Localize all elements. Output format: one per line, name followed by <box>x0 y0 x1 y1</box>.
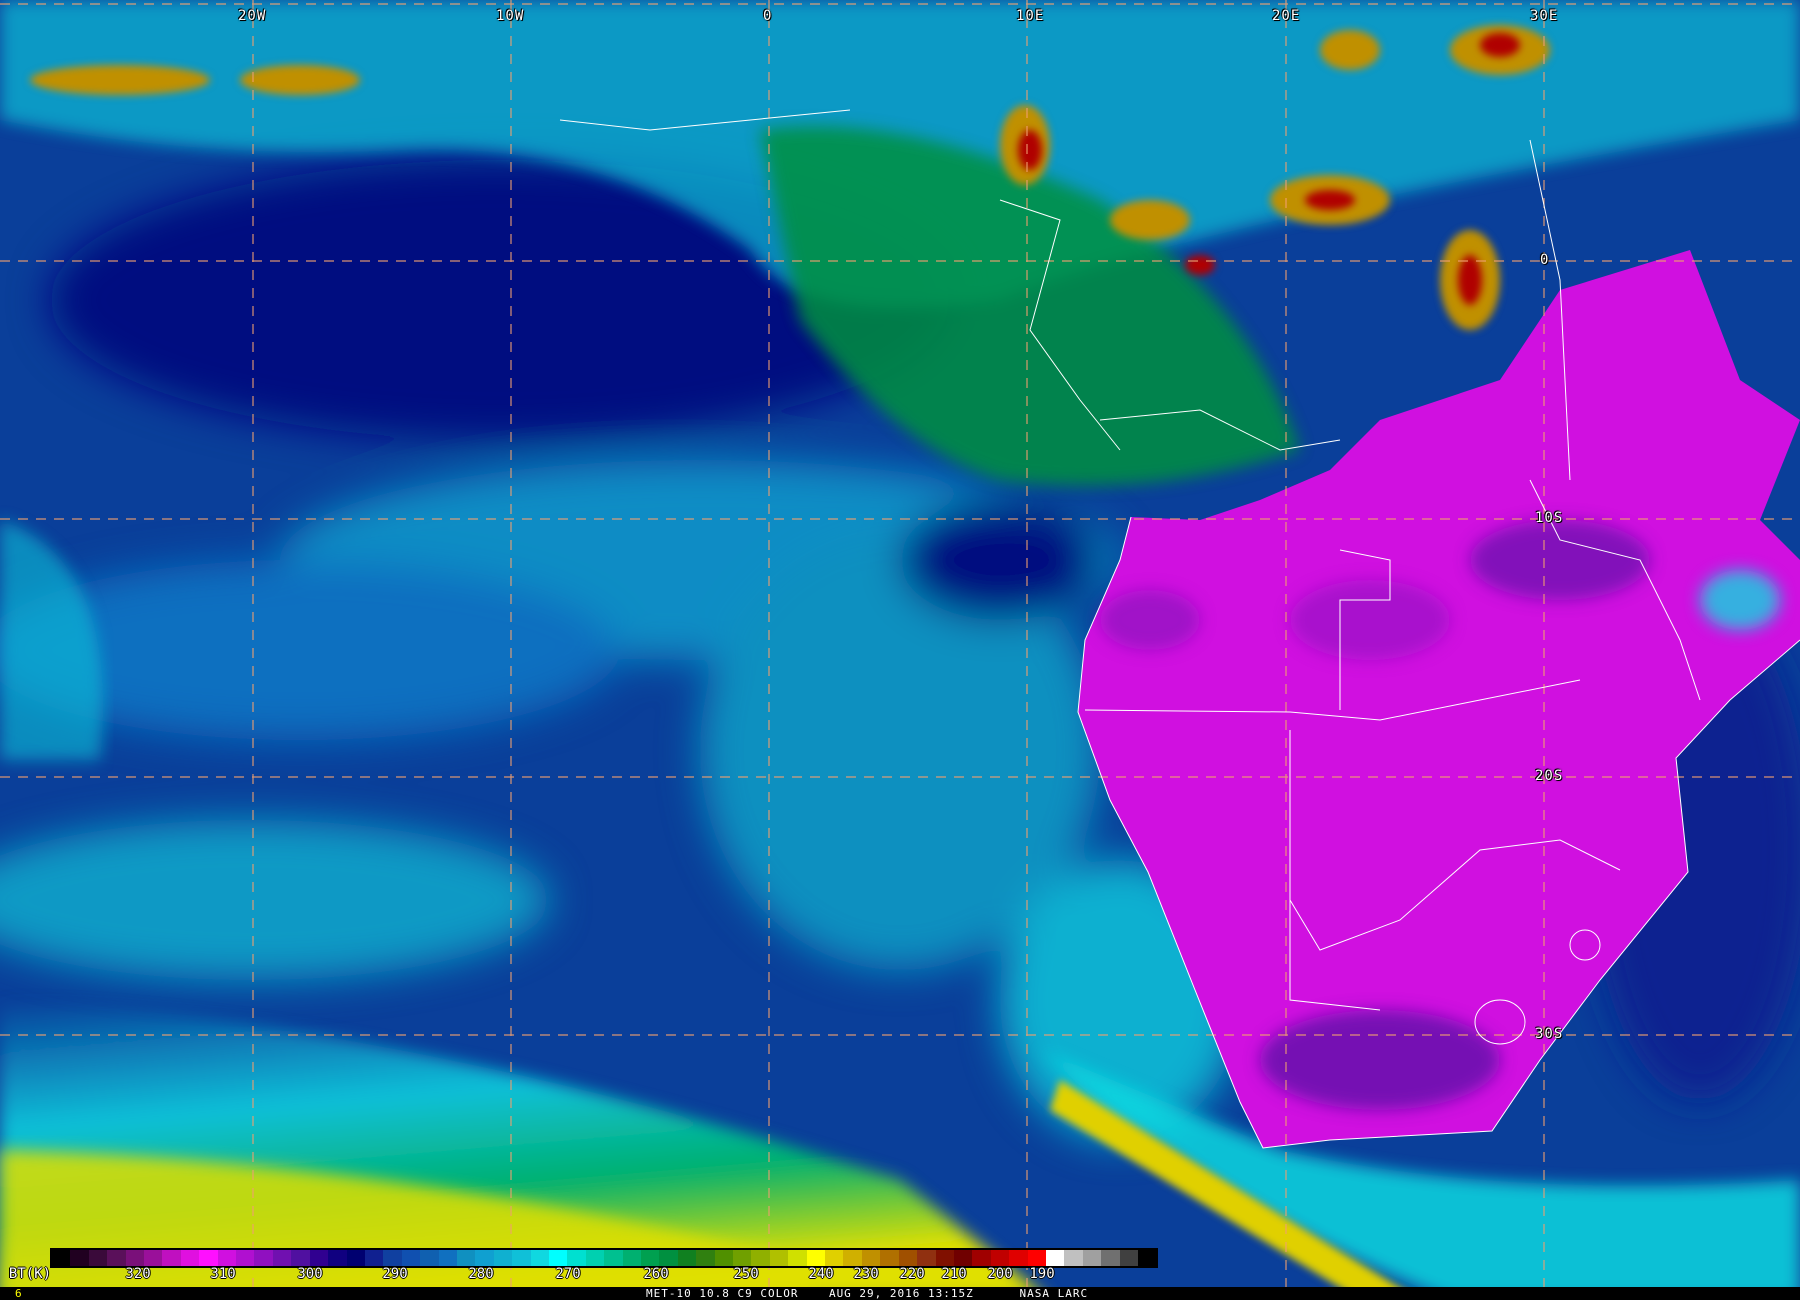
colorbar-swatch <box>125 1250 145 1266</box>
colorbar-swatch <box>88 1250 108 1266</box>
colorbar-tick-label: 290 <box>382 1266 408 1282</box>
colorbar-tick-label: 250 <box>733 1266 759 1282</box>
colorbar-swatch <box>935 1250 954 1266</box>
colorbar-tick-label: 240 <box>808 1266 834 1282</box>
longitude-label-30e: 30E <box>1530 8 1559 24</box>
colorbar-swatch <box>898 1250 918 1266</box>
colorbar-swatch <box>52 1250 71 1266</box>
frame-number: 6 <box>15 1287 22 1300</box>
colorbar-tick-label: 260 <box>643 1266 669 1282</box>
colorbar-swatch <box>180 1250 200 1266</box>
colorbar-swatch <box>438 1250 457 1266</box>
longitude-label-10w: 10W <box>496 8 525 24</box>
latitude-label-10s: 10S <box>1535 510 1564 526</box>
colorbar-swatch <box>383 1250 402 1266</box>
latitude-label-0: 0 <box>1540 252 1550 268</box>
colorbar-swatch <box>733 1250 752 1266</box>
colorbar-swatch <box>493 1250 513 1266</box>
colorbar-swatch <box>788 1250 807 1266</box>
colorbar-tick-label: 200 <box>987 1266 1013 1282</box>
colorbar-swatch <box>1101 1250 1120 1266</box>
colorbar-swatch <box>953 1250 973 1266</box>
image-caption: MET-10 10.8 C9 COLOR AUG 29, 2016 13:15Z… <box>646 1287 1089 1300</box>
brightness-temperature-colorbar <box>50 1248 1158 1268</box>
colorbar-swatch <box>622 1250 641 1266</box>
colorbar-swatch <box>456 1250 476 1266</box>
colorbar-swatch <box>272 1250 292 1266</box>
colorbar-swatch <box>843 1250 862 1266</box>
longitude-label-10e: 10E <box>1016 8 1045 24</box>
colorbar-swatch <box>236 1250 255 1266</box>
colorbar-swatch <box>1009 1250 1028 1266</box>
colorbar-swatch <box>659 1250 678 1266</box>
colorbar-swatch <box>585 1250 605 1266</box>
colorbar-swatch <box>1119 1250 1138 1266</box>
colorbar-tick-label: 280 <box>468 1266 494 1282</box>
longitude-label-20w: 20W <box>238 8 267 24</box>
colorbar-swatch <box>567 1250 586 1266</box>
colorbar-tick-label: 230 <box>853 1266 879 1282</box>
colorbar-swatch <box>291 1250 310 1266</box>
colorbar-swatch <box>309 1250 329 1266</box>
colorbar-tick-label: 270 <box>555 1266 581 1282</box>
colorbar-swatch <box>107 1250 126 1266</box>
colorbar-tick-label: 310 <box>210 1266 236 1282</box>
longitude-label-20e: 20E <box>1272 8 1301 24</box>
colorbar-swatch <box>420 1250 439 1266</box>
colorbar-swatch <box>604 1250 623 1266</box>
colorbar-swatch <box>990 1250 1010 1266</box>
colorbar-swatch <box>401 1250 421 1266</box>
colorbar-swatch <box>1045 1250 1065 1266</box>
colorbar-swatch <box>972 1250 991 1266</box>
colorbar-swatch <box>199 1250 218 1266</box>
colorbar-tick-label: 210 <box>941 1266 967 1282</box>
colorbar-swatch <box>917 1250 936 1266</box>
colorbar-swatch <box>512 1250 531 1266</box>
colorbar-swatch <box>861 1250 881 1266</box>
colorbar-swatch <box>825 1250 844 1266</box>
footer-bar: 6 MET-10 10.8 C9 COLOR AUG 29, 2016 13:1… <box>0 1287 1800 1300</box>
colorbar-swatch <box>806 1250 826 1266</box>
africa-landmass <box>1078 250 1800 1148</box>
colorbar-tick-label: 220 <box>899 1266 925 1282</box>
colorbar-swatch <box>1082 1250 1102 1266</box>
colorbar-swatch <box>162 1250 181 1266</box>
colorbar-swatch <box>677 1250 697 1266</box>
colorbar-swatch <box>880 1250 899 1266</box>
colorbar-swatch <box>346 1250 365 1266</box>
colorbar-tick-label: 190 <box>1029 1266 1055 1282</box>
colorbar-tick-label: 320 <box>125 1266 151 1282</box>
colorbar-swatch <box>548 1250 568 1266</box>
colorbar-swatch <box>475 1250 494 1266</box>
colorbar-swatch <box>217 1250 237 1266</box>
longitude-label-0: 0 <box>763 8 773 24</box>
latitude-label-30s: 30S <box>1535 1026 1564 1042</box>
colorbar-swatch <box>696 1250 715 1266</box>
colorbar-swatch <box>1137 1250 1157 1266</box>
colorbar-title: BT(K) <box>8 1266 52 1282</box>
colorbar-swatch <box>1027 1250 1046 1266</box>
colorbar-swatch <box>1064 1250 1083 1266</box>
colorbar-swatch <box>751 1250 770 1266</box>
colorbar-swatch <box>144 1250 163 1266</box>
colorbar-swatch <box>530 1250 549 1266</box>
latitude-label-20s: 20S <box>1535 768 1564 784</box>
colorbar-swatch <box>769 1250 789 1266</box>
colorbar-tick-label: 300 <box>297 1266 323 1282</box>
colorbar-swatch <box>641 1250 660 1266</box>
colorbar-swatch <box>254 1250 273 1266</box>
colorbar-swatch <box>364 1250 384 1266</box>
colorbar-swatch <box>714 1250 734 1266</box>
colorbar-swatch <box>70 1250 89 1266</box>
country-borders <box>559 109 1800 1149</box>
colorbar-swatch <box>328 1250 347 1266</box>
